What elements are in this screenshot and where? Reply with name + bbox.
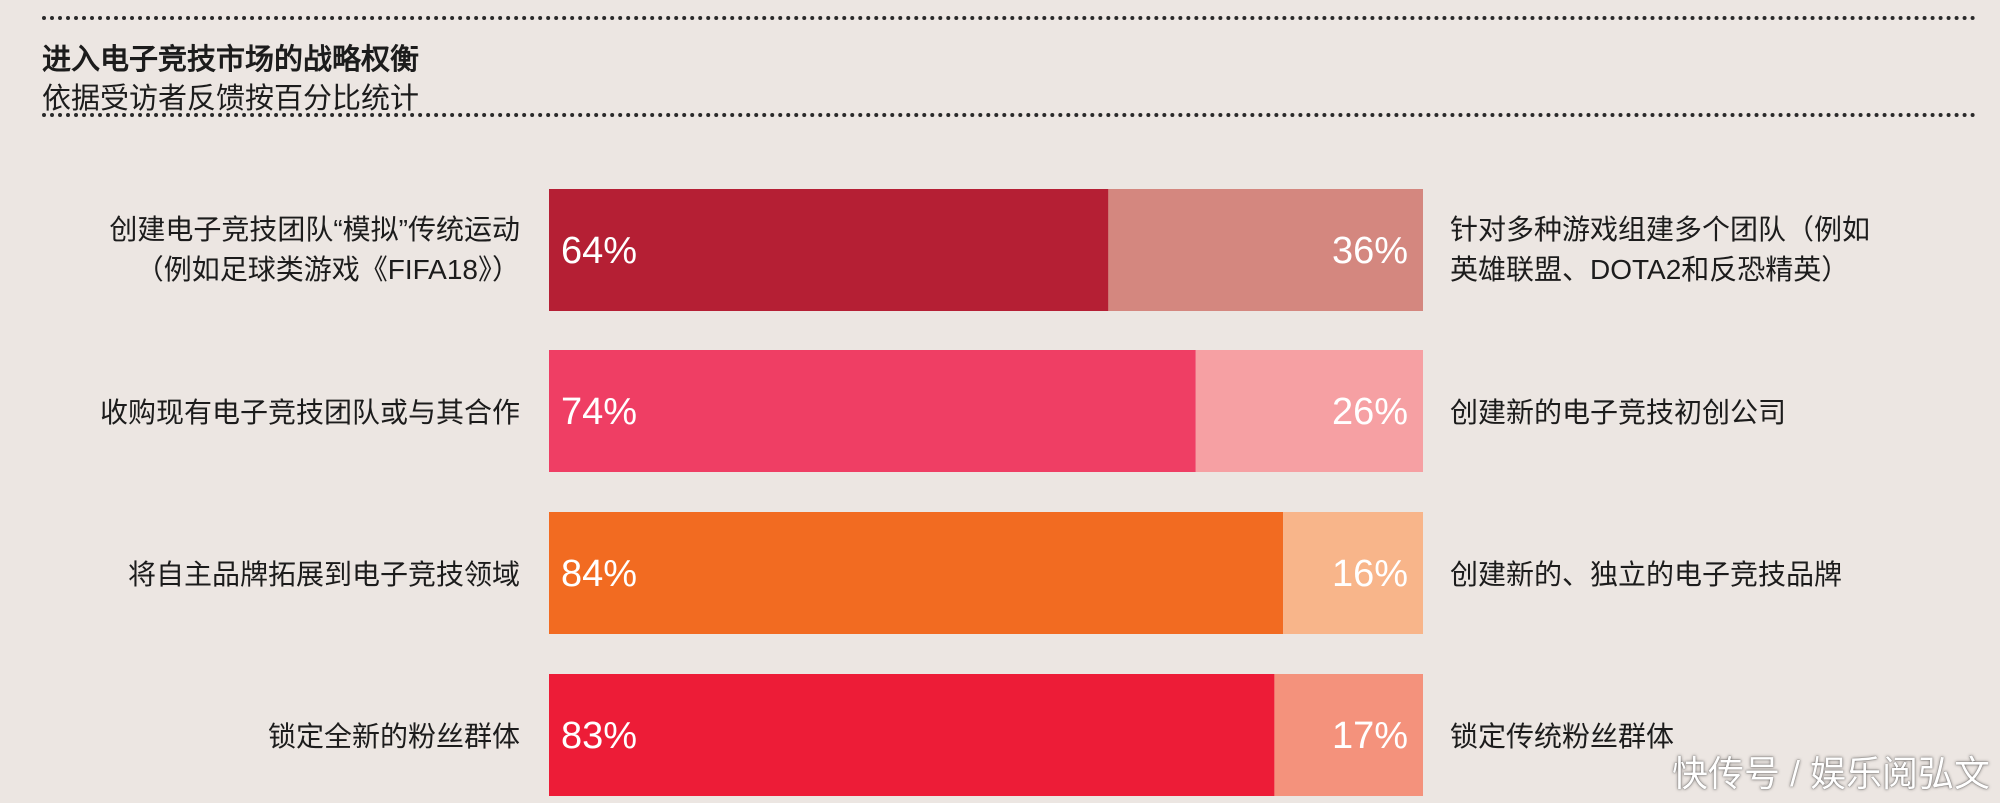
value-label-row-0-left: 64% xyxy=(561,230,637,272)
right-label-row-0-line-0: 针对多种游戏组建多个团队（例如 xyxy=(1450,214,1871,245)
bar-segment-row-2-left xyxy=(549,512,1284,634)
value-label-row-0-right: 36% xyxy=(1332,230,1408,272)
left-label-row-1: 收购现有电子竞技团队或与其合作 xyxy=(100,393,520,433)
chart-subtitle: 依据受访者反馈按百分比统计 xyxy=(42,83,420,115)
value-label-row-1-left: 74% xyxy=(561,391,637,433)
left-label-row-1-line-0: 收购现有电子竞技团队或与其合作 xyxy=(99,397,520,428)
left-label-row-2-line-0: 将自主品牌拓展到电子竞技领域 xyxy=(127,559,520,590)
left-label-row-3-line-0: 锁定全新的粉丝群体 xyxy=(267,721,520,752)
bar-segment-row-1-left xyxy=(549,350,1196,472)
left-label-row-0-line-1: （例如足球类游戏《FIFA18》） xyxy=(135,254,520,285)
value-label-row-3-right: 17% xyxy=(1332,715,1408,757)
right-label-row-2: 创建新的、独立的电子竞技品牌 xyxy=(1450,555,1842,595)
bar-segment-row-3-left xyxy=(549,674,1275,796)
bar-segment-row-3-right xyxy=(1274,674,1423,796)
value-label-row-3-left: 83% xyxy=(561,715,637,757)
left-label-row-0-line-0: 创建电子竞技团队“模拟”传统运动 xyxy=(109,214,520,245)
left-label-row-2: 将自主品牌拓展到电子竞技领域 xyxy=(128,555,520,595)
left-label-row-0: 创建电子竞技团队“模拟”传统运动 （例如足球类游戏《FIFA18》） xyxy=(109,210,520,290)
left-label-row-3: 锁定全新的粉丝群体 xyxy=(268,717,520,757)
value-label-row-2-right: 16% xyxy=(1332,553,1408,595)
top-dotted-rule xyxy=(42,16,1977,20)
header-dotted-rule xyxy=(42,113,1977,117)
right-label-row-1-line-0: 创建新的电子竞技初创公司 xyxy=(1450,397,1787,428)
bar-segment-row-0-left xyxy=(549,189,1109,311)
bar-segment-row-1-right xyxy=(1195,350,1423,472)
value-label-row-2-left: 84% xyxy=(561,553,637,595)
bar-segment-row-0-right xyxy=(1108,189,1423,311)
right-label-row-0: 针对多种游戏组建多个团队（例如 英雄联盟、DOTA2和反恐精英） xyxy=(1450,210,1870,290)
chart-title: 进入电子竞技市场的战略权衡 xyxy=(42,44,420,76)
right-label-row-3-line-0: 锁定传统粉丝群体 xyxy=(1450,721,1675,752)
right-label-row-1: 创建新的电子竞技初创公司 xyxy=(1450,393,1786,433)
watermark-text: 快传号 / 娱乐阅弘文 xyxy=(1671,753,1990,794)
right-label-row-2-line-0: 创建新的、独立的电子竞技品牌 xyxy=(1450,559,1843,590)
bar-segment-row-2-right xyxy=(1283,512,1423,634)
value-label-row-1-right: 26% xyxy=(1332,391,1408,433)
right-label-row-3: 锁定传统粉丝群体 xyxy=(1450,717,1674,757)
right-label-row-0-line-1: 英雄联盟、DOTA2和反恐精英） xyxy=(1450,254,1850,285)
